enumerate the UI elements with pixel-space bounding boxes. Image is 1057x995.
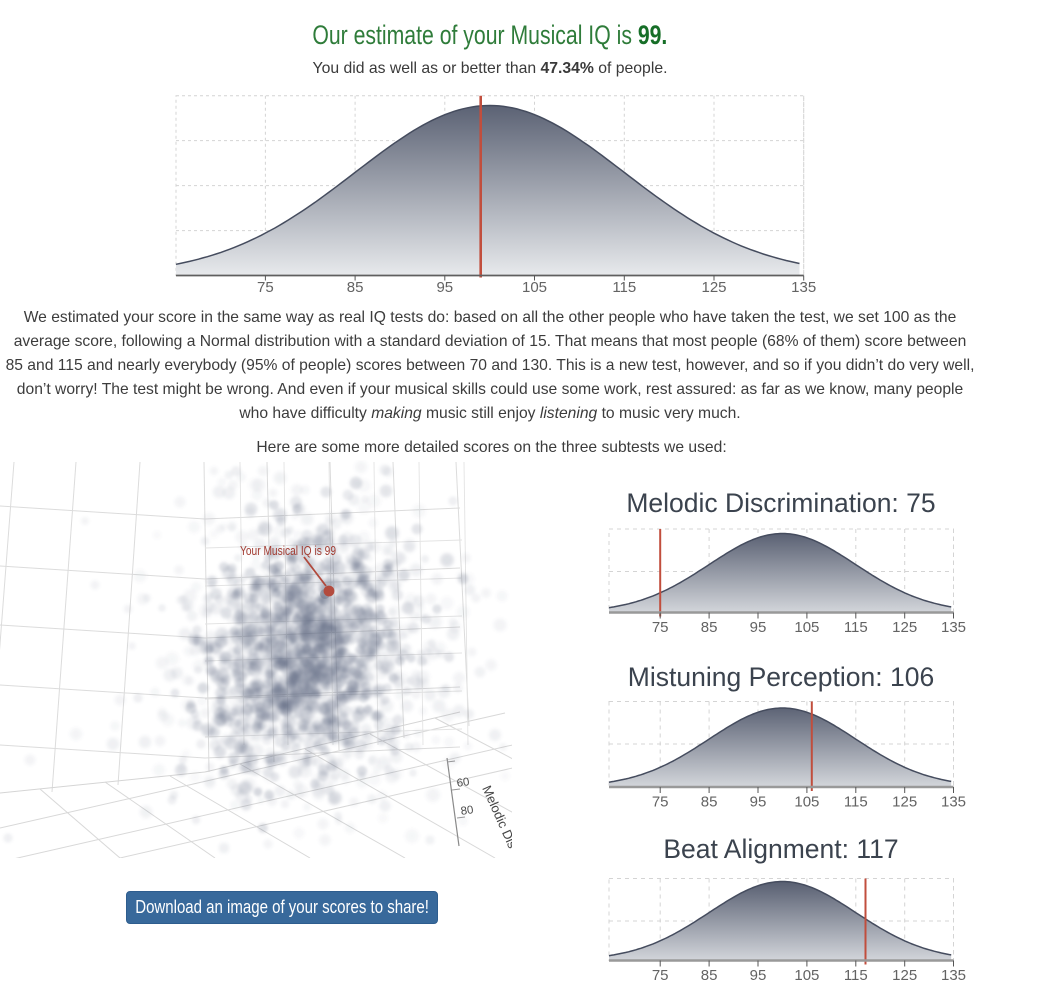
svg-text:115: 115 — [844, 619, 868, 636]
svg-text:105: 105 — [522, 279, 547, 296]
svg-text:95: 95 — [750, 967, 767, 984]
svg-text:85: 85 — [701, 967, 718, 984]
svg-text:115: 115 — [844, 967, 868, 984]
svg-text:75: 75 — [257, 279, 274, 296]
svg-text:105: 105 — [794, 794, 819, 811]
svg-text:115: 115 — [844, 794, 868, 811]
svg-text:135: 135 — [941, 794, 966, 811]
svg-text:95: 95 — [750, 619, 767, 636]
svg-text:125: 125 — [892, 794, 917, 811]
svg-text:125: 125 — [892, 967, 917, 984]
svg-text:Your Musical IQ is 99: Your Musical IQ is 99 — [240, 544, 336, 558]
svg-text:135: 135 — [941, 967, 966, 984]
svg-text:135: 135 — [791, 279, 816, 296]
svg-text:85: 85 — [701, 619, 718, 636]
svg-text:85: 85 — [701, 794, 718, 811]
svg-text:125: 125 — [892, 619, 917, 636]
svg-text:60: 60 — [456, 776, 470, 790]
svg-text:135: 135 — [941, 619, 966, 636]
svg-text:75: 75 — [652, 967, 669, 984]
svg-text:85: 85 — [347, 279, 364, 296]
svg-text:95: 95 — [750, 794, 767, 811]
svg-text:105: 105 — [794, 619, 819, 636]
svg-text:105: 105 — [794, 967, 819, 984]
svg-text:75: 75 — [652, 619, 669, 636]
svg-text:80: 80 — [460, 804, 474, 818]
svg-text:115: 115 — [612, 279, 636, 296]
svg-text:75: 75 — [652, 794, 669, 811]
svg-text:125: 125 — [701, 279, 726, 296]
svg-text:95: 95 — [436, 279, 453, 296]
